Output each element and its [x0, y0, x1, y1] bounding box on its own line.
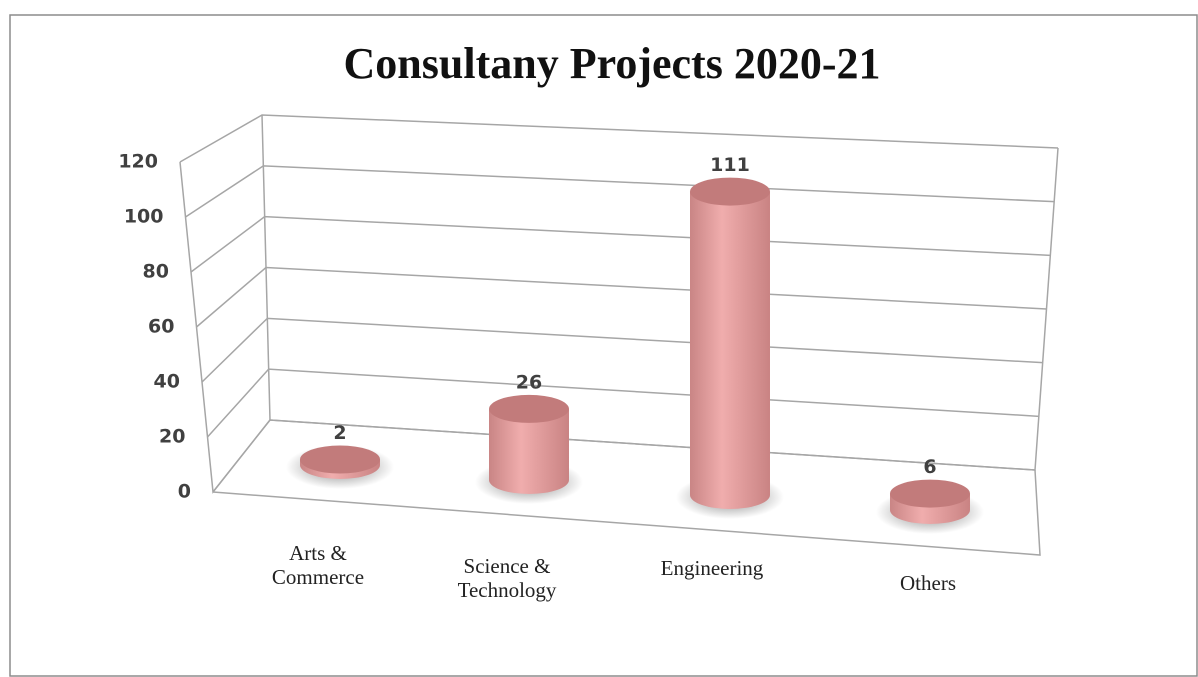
grid-line	[190, 215, 1051, 273]
y-tick-label: 100	[124, 206, 164, 228]
bar-top	[489, 394, 569, 423]
bar-top	[300, 445, 380, 474]
data-label: 26	[516, 371, 542, 393]
bar	[690, 191, 770, 509]
bar	[489, 408, 569, 494]
data-label: 2	[333, 422, 346, 444]
grid-line	[185, 165, 1055, 218]
data-label: 111	[710, 154, 750, 176]
x-tick-label: Engineering	[660, 556, 764, 580]
y-tick-label: 0	[178, 481, 191, 503]
x-tick-label: Others	[900, 571, 956, 595]
bar-top	[890, 479, 970, 508]
chart-border	[9, 14, 1198, 677]
grid-line	[212, 419, 1036, 493]
grid-line	[196, 266, 1047, 328]
grid-line	[206, 368, 1039, 438]
grid-line	[201, 317, 1043, 383]
bar-top	[690, 177, 770, 206]
y-tick-label: 40	[154, 371, 180, 393]
data-label: 6	[923, 456, 936, 478]
x-tick-label: Science & Technology	[457, 554, 557, 602]
wall-edge	[261, 114, 1059, 471]
y-tick-label: 80	[143, 261, 169, 283]
grid-line	[179, 114, 1059, 163]
chart-title: Consultany Projects 2020-21	[344, 39, 881, 88]
y-tick-label: 20	[159, 426, 185, 448]
y-tick-label: 120	[118, 151, 158, 173]
y-tick-label: 60	[148, 316, 174, 338]
x-tick-label: Arts & Commerce	[271, 541, 365, 589]
floor-edge	[212, 469, 1041, 556]
